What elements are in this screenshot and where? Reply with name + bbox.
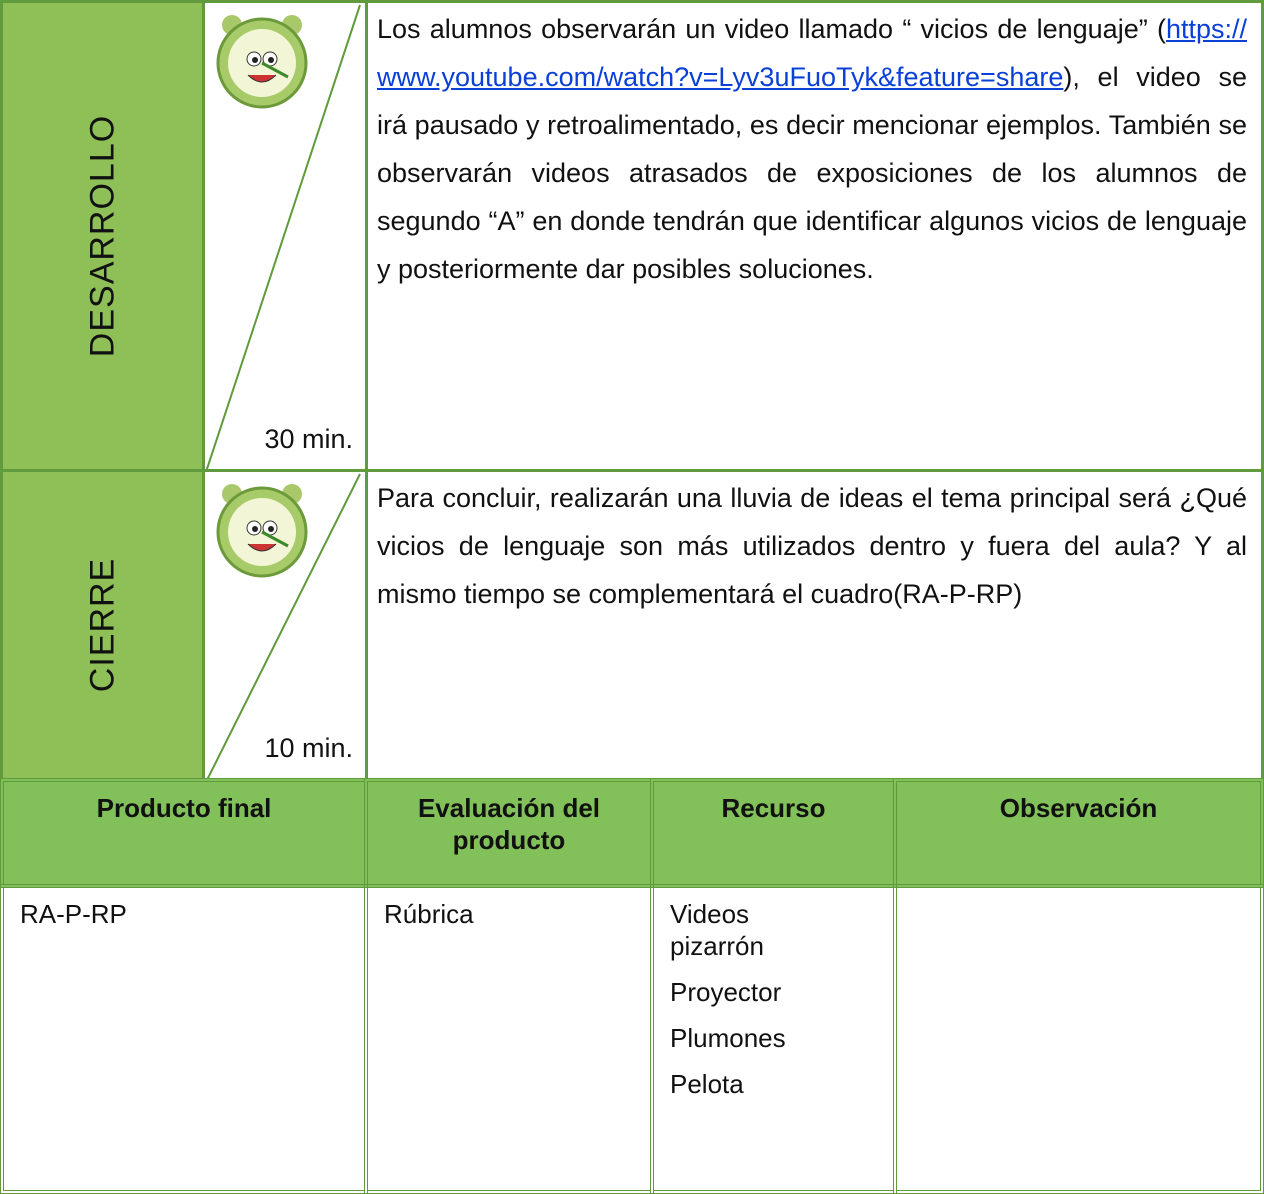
observation-cell: [893, 884, 1264, 1194]
resource: Pelota: [670, 1069, 744, 1099]
phase-cell: DESARROLLO: [0, 0, 205, 472]
resource: Videos pizarrón: [670, 899, 764, 961]
product-cell: RA-P-RP: [0, 884, 368, 1194]
header-cell: Observación: [893, 778, 1264, 888]
decoration: [205, 4, 361, 475]
time-cell: 10 min.: [205, 469, 368, 784]
phase-label: CIERRE: [83, 557, 121, 693]
text: Para concluir, realizarán una lluvia de …: [377, 483, 1247, 609]
resources-cell: Videos pizarrón Proyector Plumones Pelot…: [650, 884, 897, 1194]
header-cell: Producto final: [0, 778, 368, 888]
evaluation-cell: Rúbrica: [364, 884, 654, 1194]
resource: Proyector: [670, 977, 782, 1007]
phase-label: DESARROLLO: [83, 114, 121, 358]
activity-text: Para concluir, realizarán una lluvia de …: [365, 469, 1264, 781]
phase-cell: CIERRE: [0, 469, 205, 781]
header-cell: Evaluación del producto: [364, 778, 654, 888]
time-cell: 30 min.: [205, 0, 368, 475]
text: Los alumnos observarán un video llamado …: [377, 14, 1166, 44]
resource: Plumones: [670, 1023, 786, 1053]
time-label: 10 min.: [264, 733, 353, 763]
decoration: [205, 473, 361, 784]
activity-text: Los alumnos observarán un video llamado …: [365, 0, 1264, 472]
text: ), el video se irá pausado y retroalimen…: [377, 62, 1247, 284]
header-cell: Recurso: [650, 778, 897, 888]
time-label: 30 min.: [264, 424, 353, 454]
video-link[interactable]: https://www.youtube.com/watch?v=Lyv3uFuo…: [377, 14, 1247, 92]
